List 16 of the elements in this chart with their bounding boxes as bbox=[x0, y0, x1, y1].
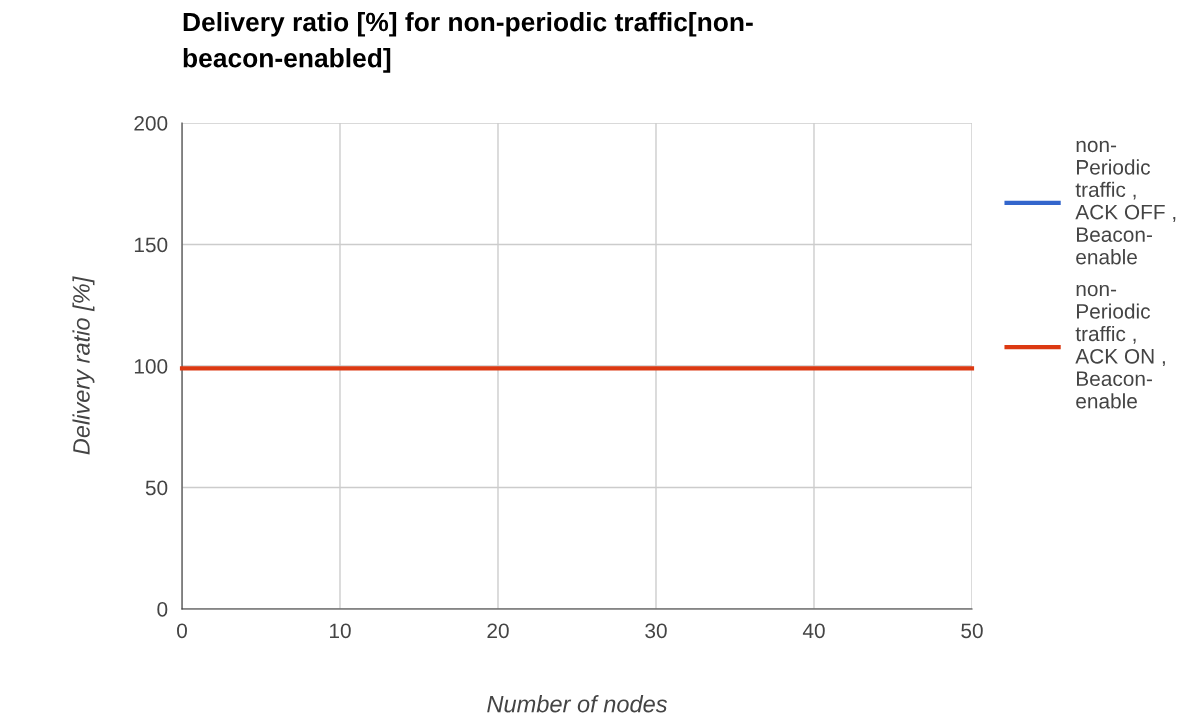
x-tick-label: 50 bbox=[961, 623, 983, 639]
y-tick-label: 200 bbox=[134, 116, 168, 131]
legend-label: non-Periodic traffic , ACK ON , Beacon-enable bbox=[1075, 284, 1165, 409]
x-tick-label: 40 bbox=[802, 623, 825, 639]
y-tick-label: 100 bbox=[134, 359, 168, 374]
y-tick-label: 150 bbox=[134, 237, 168, 253]
legend-label: non-Periodic traffic , ACK OFF , Beacon-enable bbox=[1075, 140, 1176, 265]
x-tick-label: 10 bbox=[330, 623, 351, 639]
x-tick-label: 30 bbox=[645, 623, 667, 639]
x-axis-title: Number of nodes bbox=[487, 695, 668, 713]
y-tick-label: 0 bbox=[157, 602, 168, 617]
y-tick-label: 50 bbox=[145, 480, 168, 496]
x-tick-label: 0 bbox=[177, 623, 187, 639]
y-axis-title: Delivery ratio [%] bbox=[72, 276, 95, 455]
x-tick-label: 20 bbox=[487, 623, 509, 639]
chart-title: Delivery ratio [%] for non-periodic traffic[non-beacon-enabled] bbox=[183, 12, 753, 73]
